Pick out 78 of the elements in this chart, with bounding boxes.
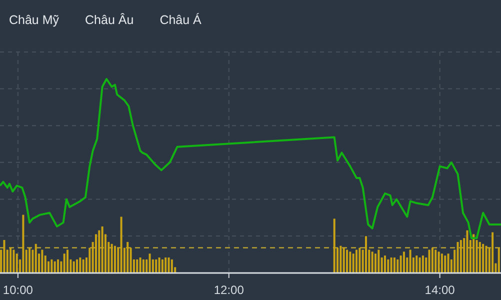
bar (416, 256, 418, 273)
bar (374, 254, 376, 273)
bar (22, 214, 24, 273)
bar (148, 254, 151, 273)
bar (422, 256, 424, 273)
bar (126, 242, 129, 273)
bar (164, 257, 167, 273)
bar (170, 259, 173, 273)
bar (66, 250, 69, 273)
bar (485, 246, 488, 273)
bar (440, 254, 443, 273)
bar (378, 250, 380, 273)
bar (136, 259, 138, 273)
bar (346, 250, 348, 273)
bar (12, 250, 15, 273)
bar (356, 250, 358, 273)
bar (428, 250, 430, 273)
bar (352, 254, 354, 273)
bar (10, 248, 12, 273)
bar (28, 248, 31, 273)
bar (50, 259, 53, 273)
bar (41, 250, 44, 273)
bar (387, 259, 390, 273)
bar (340, 246, 342, 273)
x-tick-label: 14:00 (424, 283, 456, 298)
bar (168, 257, 170, 273)
text: Châu Mỹ (9, 13, 60, 27)
bar (409, 250, 412, 273)
bar (466, 230, 468, 273)
bar (333, 218, 336, 273)
bar (371, 252, 374, 273)
bar (349, 252, 352, 273)
bar (431, 248, 434, 273)
bar (114, 246, 116, 273)
bar (79, 257, 82, 273)
bar (98, 230, 100, 273)
bar (393, 257, 396, 273)
bar (434, 250, 437, 273)
bar (94, 234, 97, 273)
bar (342, 248, 345, 273)
bar (418, 257, 421, 273)
bar (120, 216, 122, 273)
bar (396, 259, 399, 273)
bar (101, 226, 104, 273)
bar (390, 257, 392, 273)
bar (400, 256, 402, 273)
bar (402, 252, 405, 273)
bar (438, 252, 440, 273)
bar (478, 242, 481, 273)
bar (482, 244, 484, 273)
bar (63, 254, 66, 273)
bar (142, 259, 144, 273)
bar (72, 261, 75, 273)
bar (54, 261, 56, 273)
bar (447, 254, 450, 273)
bar (456, 242, 459, 273)
bar (498, 248, 500, 273)
bar (57, 259, 60, 273)
bar (110, 244, 113, 273)
bar (34, 244, 37, 273)
x-tick-label: 12:00 (214, 283, 244, 298)
bar (155, 259, 158, 273)
bar (76, 259, 78, 273)
bar (364, 236, 367, 273)
bar (158, 257, 160, 273)
bar (16, 254, 18, 273)
text: Châu Âu (85, 13, 134, 27)
text: Châu Á (160, 13, 202, 27)
bar (460, 240, 462, 273)
bar (444, 256, 446, 273)
bar (161, 259, 164, 273)
bar (492, 232, 494, 273)
bar (472, 234, 475, 273)
bar (358, 248, 361, 273)
x-tick-label: 10:00 (2, 283, 34, 298)
bar (139, 257, 142, 273)
bar (82, 259, 84, 273)
bar (384, 256, 386, 273)
